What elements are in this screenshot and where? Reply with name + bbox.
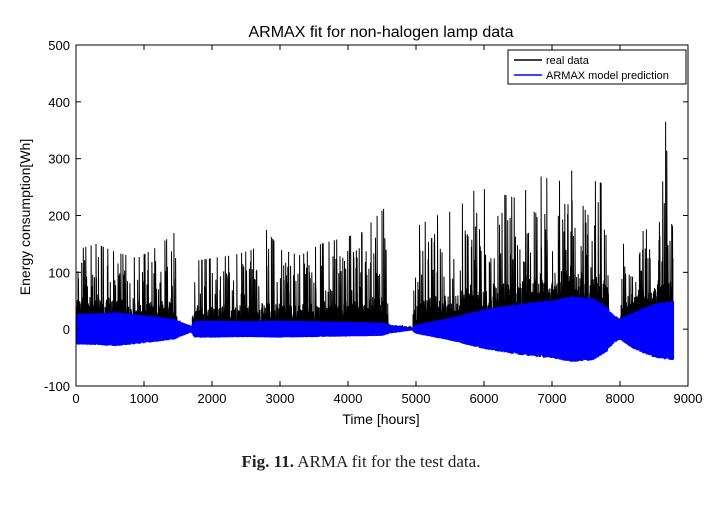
y-tick-label: 500 — [48, 38, 70, 53]
series-armax-model-prediction — [76, 296, 675, 362]
legend-box — [507, 49, 687, 85]
plot-area — [76, 45, 688, 386]
figure-caption: Fig. 11. ARMA fit for the test data. — [0, 452, 722, 472]
x-tick-label: 1000 — [130, 391, 159, 406]
x-tick-label: 3000 — [266, 391, 295, 406]
y-tick-label: 200 — [48, 209, 70, 224]
caption-label: Fig. 11. — [241, 452, 294, 471]
legend-label: real data — [546, 55, 590, 67]
y-tick-label: 300 — [48, 152, 70, 167]
caption-text: ARMA fit for the test data. — [297, 452, 481, 471]
x-tick-label: 5000 — [402, 391, 431, 406]
x-tick-label: 0 — [72, 391, 79, 406]
x-axis-label: Time [hours] — [342, 411, 419, 427]
x-tick-label: 7000 — [538, 391, 567, 406]
legend-label: ARMAX model prediction — [546, 70, 669, 82]
x-tick-label: 2000 — [198, 391, 227, 406]
y-tick-label: 0 — [63, 322, 70, 337]
x-tick-label: 9000 — [674, 391, 703, 406]
legend: real data ARMAX model prediction — [507, 49, 687, 85]
chart-title: ARMAX fit for non-halogen lamp data — [248, 24, 513, 41]
x-tick-label: 6000 — [470, 391, 499, 406]
axes: 0 1000 2000 3000 4000 5000 6000 7000 8000 9000-10… — [44, 38, 702, 406]
y-tick-label: 100 — [48, 265, 70, 280]
x-tick-label: 8000 — [606, 391, 635, 406]
y-tick-label: 400 — [48, 95, 70, 110]
y-tick-label: -100 — [44, 379, 70, 394]
y-axis-label: Energy consumption[Wh] — [17, 139, 33, 295]
x-tick-label: 4000 — [334, 391, 363, 406]
chart: ARMAX fit for non-halogen lamp data 0 100… — [17, 24, 703, 427]
